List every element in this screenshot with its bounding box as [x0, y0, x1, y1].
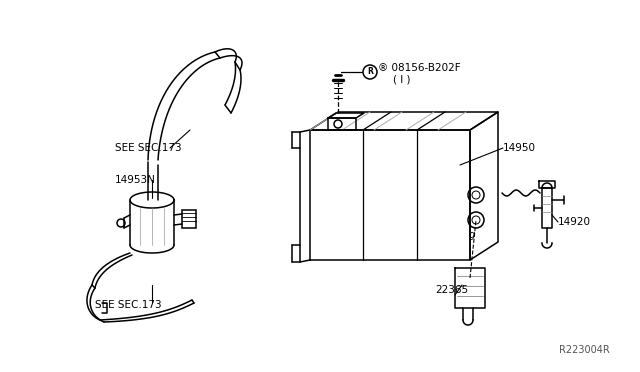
Text: ( l ): ( l )	[393, 75, 410, 85]
Text: R: R	[367, 67, 373, 77]
Bar	[182, 210, 196, 228]
Text: ® 08156-B202F: ® 08156-B202F	[378, 63, 461, 73]
Text: 14953N: 14953N	[115, 175, 156, 185]
Text: SEE SEC.173: SEE SEC.173	[95, 300, 162, 310]
Text: 14950: 14950	[503, 143, 536, 153]
Text: R223004R: R223004R	[559, 345, 610, 355]
Text: 22365: 22365	[435, 285, 468, 295]
Text: g: g	[469, 230, 475, 240]
Text: 14920: 14920	[558, 217, 591, 227]
Text: SEE SEC.173: SEE SEC.173	[115, 143, 182, 153]
